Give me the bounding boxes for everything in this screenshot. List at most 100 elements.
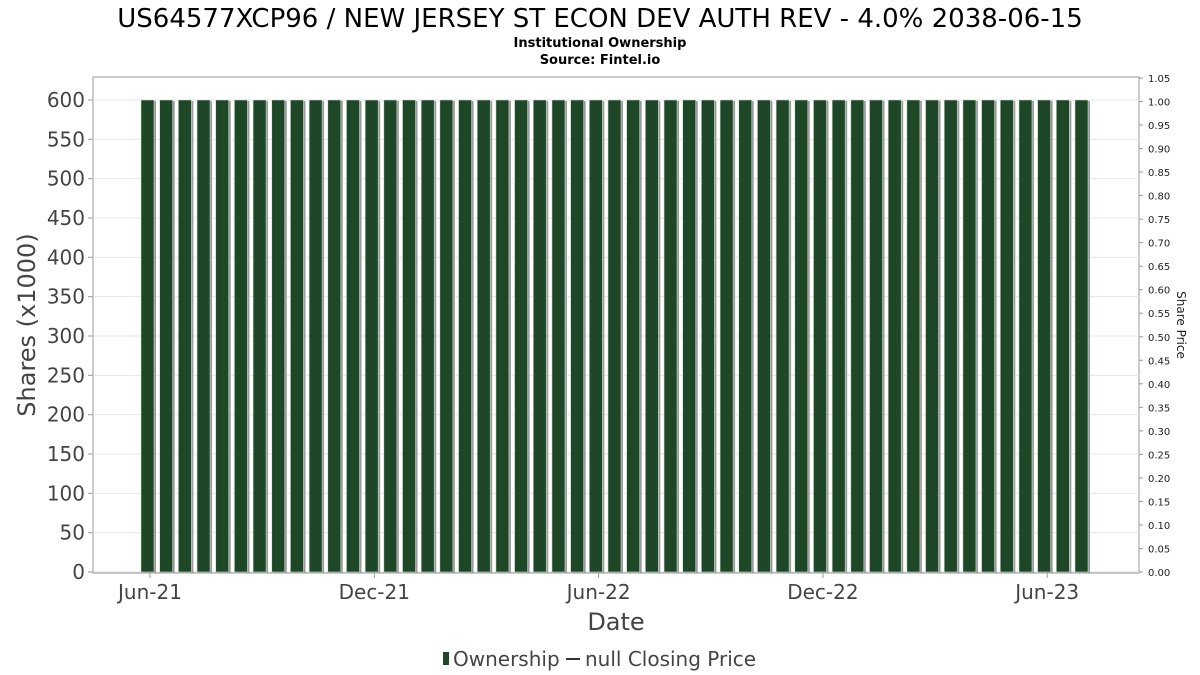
ownership-bar [906,99,921,573]
ownership-bar [1037,99,1051,573]
tick-label-right: 1.00 [1148,98,1170,109]
chart-source: Source: Fintel.io [540,53,661,68]
ownership-bar [476,99,491,573]
legend: Ownership null Closing Price [443,647,756,671]
tick-label-right: 0.50 [1148,333,1170,344]
tick-label-left: 550 [47,127,85,151]
tick-label-right: 0.80 [1148,192,1170,203]
ownership-bar [215,99,230,573]
tick-label-x: Jun-22 [565,580,631,604]
tick-label-x: Jun-21 [116,580,182,604]
ownership-bar [570,99,584,573]
tick-label-left: 300 [47,324,85,348]
tick-label-right: 0.65 [1148,262,1170,273]
ownership-bar [757,99,771,573]
ownership-bar [383,99,398,573]
tick-label-left: 150 [47,442,85,466]
legend-ownership-swatch [443,652,449,665]
legend-price-label: null Closing Price [585,647,756,671]
ownership-bar [645,99,659,573]
tick-label-left: 100 [47,481,85,505]
ownership-bars [140,99,1090,573]
tick-label-left: 500 [47,167,85,191]
ownership-bar [831,99,846,573]
ownership-bar [532,99,547,573]
tick-label-right: 0.35 [1148,403,1170,414]
tick-label-right: 0.00 [1148,568,1170,579]
ownership-bar [925,99,939,573]
ownership-bar [140,99,155,573]
chart-subtitle: Institutional Ownership [514,36,687,51]
tick-label-left: 450 [47,206,85,230]
ownership-bar [682,99,697,573]
tick-label-right: 0.45 [1148,356,1170,367]
ownership-bar [1018,99,1033,573]
tick-label-right: 0.40 [1148,380,1170,391]
tick-label-left: 50 [60,521,85,545]
tick-label-right: 0.30 [1148,427,1170,438]
tick-label-right: 0.05 [1148,544,1170,555]
ownership-bar [439,99,454,573]
ownership-bar [196,99,211,573]
tick-label-right: 0.25 [1148,450,1170,461]
tick-label-left: 600 [47,88,85,112]
tick-label-x: Jun-23 [1013,580,1079,604]
ownership-bar [719,99,734,573]
tick-label-right: 0.85 [1148,168,1170,179]
ownership-bar [869,99,883,573]
ownership-bar [551,99,566,573]
ownership-bar [495,99,510,573]
ownership-bar [887,99,902,573]
legend-ownership-label: Ownership [453,647,560,671]
tick-label-x: Dec-22 [787,580,858,604]
ownership-bar [514,99,528,573]
ownership-bar [346,99,360,573]
tick-label-right: 0.75 [1148,215,1170,226]
ownership-bar [626,99,640,573]
x-axis-title: Date [587,608,644,636]
chart-title: US64577XCP96 / NEW JERSEY ST ECON DEV AU… [117,4,1083,34]
right-axis-ticks: 0.00 0.05 0.10 0.15 0.20 0.25 0.30 0.35 0.40 0.45… [1139,74,1170,579]
ownership-bar [589,99,603,573]
ownership-bar [234,99,248,573]
ownership-bar [458,99,472,573]
ownership-bar [794,99,809,573]
ownership-bar [663,99,678,573]
ownership-bar [813,99,827,573]
tick-label-right: 1.05 [1148,74,1170,85]
tick-label-right: 0.60 [1148,286,1170,297]
ownership-bar [252,99,267,573]
tick-label-right: 0.10 [1148,521,1170,532]
ownership-bar [327,99,342,573]
ownership-bar [775,99,790,573]
ownership-bar [850,99,865,573]
tick-label-right: 0.95 [1148,121,1170,132]
tick-label-right: 0.90 [1148,145,1170,156]
ownership-bar [420,99,435,573]
tick-label-left: 250 [47,363,85,387]
ownership-bar [159,99,173,573]
ownership-bar [308,99,323,573]
ownership-bar [962,99,977,573]
x-axis-ticks: Jun-21Dec-21Jun-22Dec-22Jun-23Dec-23Jun-… [116,573,1079,604]
right-axis-title: Share Price [1174,291,1188,359]
ownership-bar [364,99,379,573]
tick-label-right: 0.20 [1148,474,1170,485]
left-axis-ticks: 0 50 100 150 200 250 300 350 400 450 500 550 600 [47,88,93,584]
tick-label-x: Dec-21 [339,580,410,604]
ownership-bar [999,99,1014,573]
tick-label-left: 400 [47,245,85,269]
ownership-bar [943,99,958,573]
ownership-bar [271,99,286,573]
tick-label-right: 0.70 [1148,239,1170,250]
tick-label-left: 0 [72,560,85,584]
ownership-bar [290,99,304,573]
tick-label-left: 350 [47,285,85,309]
tick-label-right: 0.55 [1148,309,1170,320]
tick-label-right: 0.15 [1148,497,1170,508]
ownership-bar [1074,99,1089,573]
tick-label-left: 200 [47,403,85,427]
ownership-bar [178,99,192,573]
ownership-bar [607,99,622,573]
